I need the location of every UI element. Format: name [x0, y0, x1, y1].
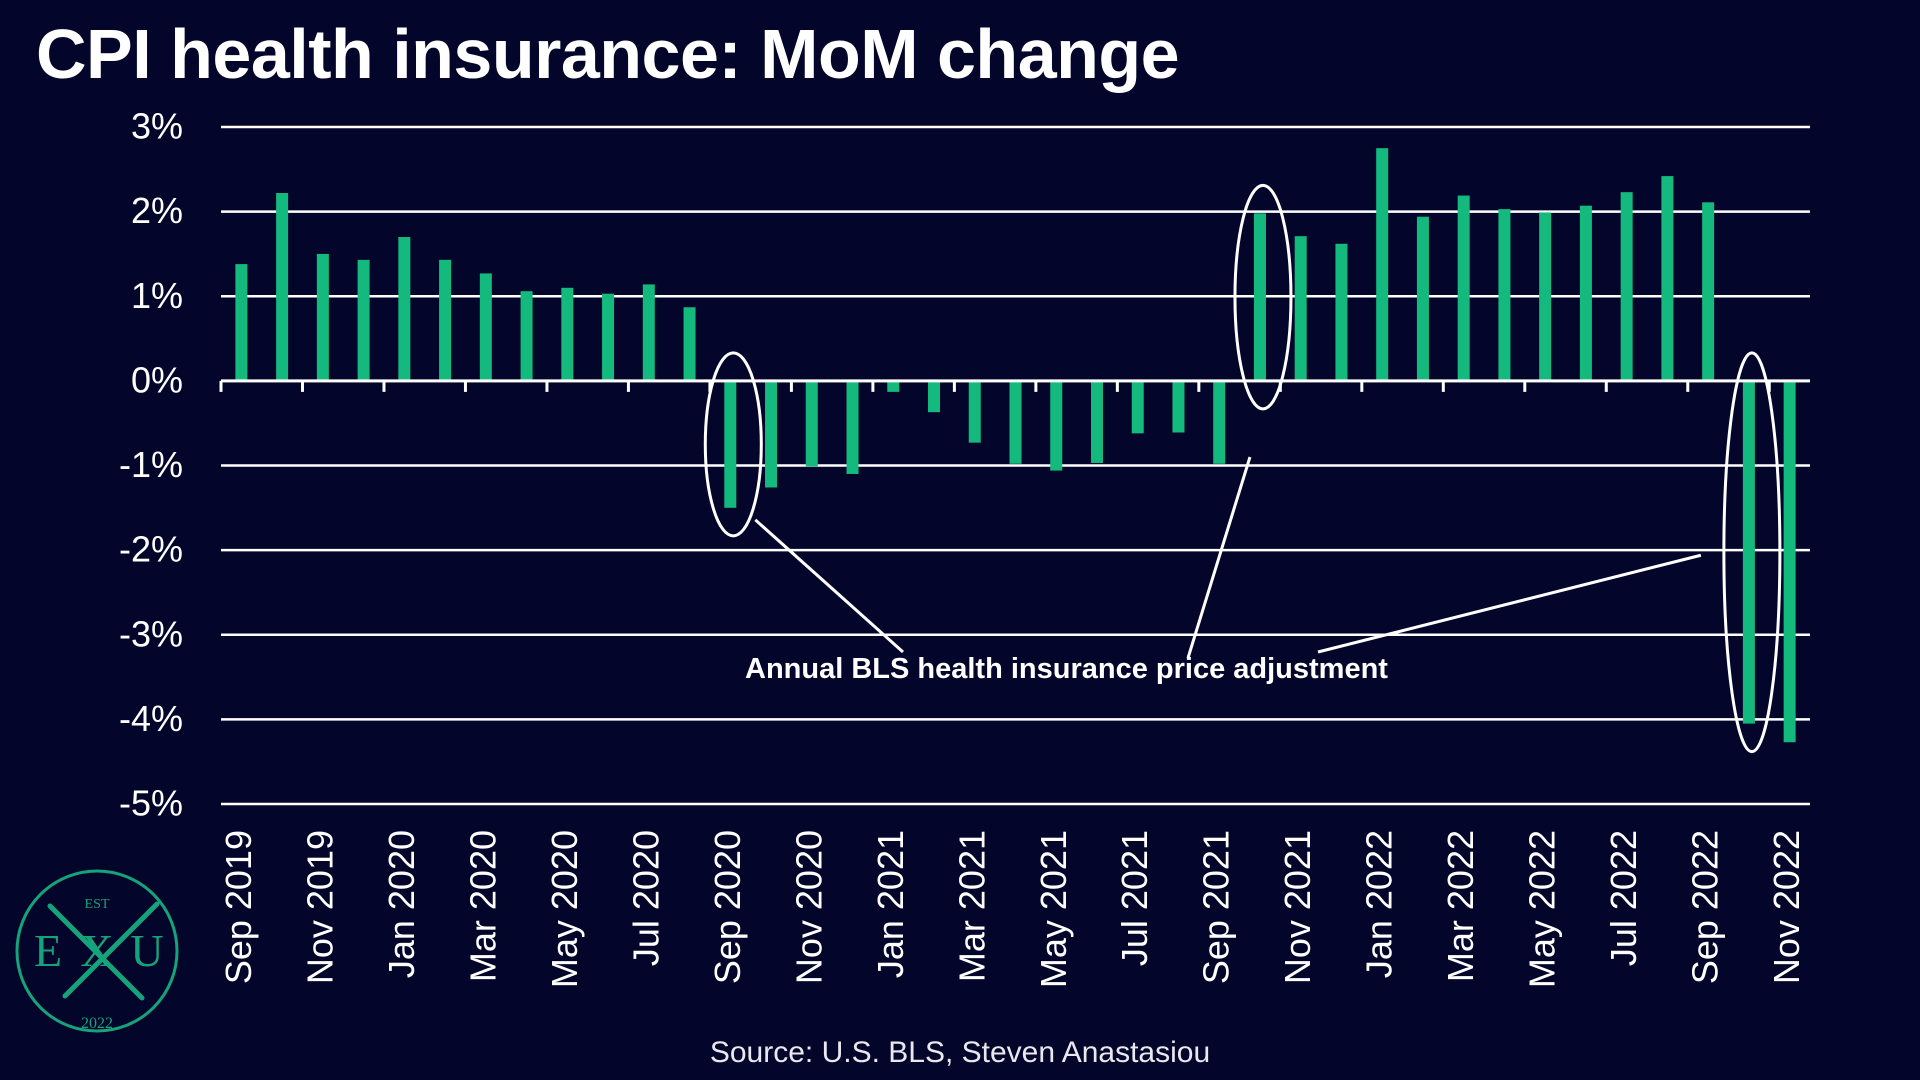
bar — [1090, 380, 1103, 463]
x-tick-label: Nov 2019 — [299, 830, 340, 984]
x-tick-label: Jul 2020 — [625, 830, 666, 966]
source-note: Source: U.S. BLS, Steven Anastasiou — [709, 1036, 1211, 1069]
logo-letter-u: U — [130, 925, 163, 976]
x-tick-label: Mar 2020 — [462, 830, 503, 982]
annotation-connector — [754, 518, 905, 654]
annotation-connector — [1186, 456, 1252, 659]
highlight-ellipse — [1722, 351, 1782, 754]
bar — [398, 237, 411, 381]
bar — [1416, 216, 1429, 381]
x-tick-label: Sep 2021 — [1196, 830, 1237, 984]
annotation-label: Annual BLS health insurance price adjust… — [745, 653, 1388, 685]
x-tick-label: May 2020 — [544, 830, 585, 988]
y-tick-label: -1% — [119, 444, 183, 485]
bar — [642, 284, 655, 381]
bar — [1009, 380, 1022, 464]
x-tick-labels: Sep 2019 Nov 2019 Jan 2020 Mar 2020 May 2020… — [218, 830, 1807, 988]
x-tick-label: Nov 2022 — [1766, 830, 1807, 984]
y-tick-label: 3% — [131, 106, 183, 147]
bar — [1579, 205, 1592, 381]
bar — [1294, 236, 1307, 381]
logo-letter-x: X — [80, 925, 113, 976]
bar — [479, 273, 492, 381]
bar — [968, 380, 981, 443]
highlight-ellipse — [1233, 183, 1293, 411]
bar — [765, 380, 778, 488]
bar — [520, 291, 533, 381]
bar — [846, 380, 859, 474]
bar — [1783, 380, 1796, 743]
y-tick-label: -4% — [119, 698, 183, 739]
y-tick-label: 0% — [131, 359, 183, 400]
x-tick-label: Mar 2021 — [951, 830, 992, 982]
bar — [357, 259, 370, 381]
bar — [1742, 380, 1755, 724]
y-tick-label: -3% — [119, 613, 183, 654]
x-tick-label: Mar 2022 — [1440, 830, 1481, 982]
x-tick-label: Nov 2021 — [1277, 830, 1318, 984]
x-tick-label: Jan 2022 — [1359, 830, 1400, 978]
logo-stroke-a — [62, 901, 160, 999]
bar — [683, 307, 696, 381]
y-tick-label: -5% — [119, 783, 183, 824]
bar — [316, 253, 329, 381]
bar — [235, 264, 248, 381]
bar — [1539, 212, 1552, 381]
bar — [602, 293, 615, 381]
y-tick-label: 1% — [131, 275, 183, 316]
bar — [928, 380, 941, 413]
bar — [1131, 380, 1144, 434]
bar — [1335, 243, 1348, 381]
logo-ring — [15, 869, 179, 1033]
bars — [235, 148, 1796, 743]
bar — [1172, 380, 1185, 433]
x-tick-label: May 2021 — [1033, 830, 1074, 988]
logo-letter-e: E — [34, 925, 62, 976]
logo-year: 2022 — [81, 1015, 113, 1032]
bar — [805, 380, 818, 467]
bar — [1253, 213, 1266, 381]
chart-title: CPI health insurance: MoM change — [36, 15, 1180, 93]
bar — [1702, 202, 1715, 381]
y-tick-label: 2% — [131, 190, 183, 231]
bar — [887, 380, 900, 392]
x-tick-label: Jan 2021 — [870, 830, 911, 978]
annotation-connector — [1317, 553, 1702, 654]
bar — [1457, 195, 1470, 381]
highlight-ellipse — [703, 351, 763, 538]
x-tick-label: Sep 2020 — [707, 830, 748, 984]
bar — [1376, 148, 1389, 381]
logo-stroke-b — [47, 903, 145, 1001]
bar — [1213, 380, 1226, 464]
x-tick-label: May 2022 — [1522, 830, 1563, 988]
y-tick-label: -2% — [119, 529, 183, 570]
x-tick-label: Sep 2019 — [218, 830, 259, 984]
bar — [1661, 176, 1674, 381]
x-tick-label: Jul 2021 — [1114, 830, 1155, 966]
exu-logo: EST E X U 2022 — [15, 869, 179, 1033]
logo-est: EST — [85, 897, 110, 912]
bar — [724, 380, 737, 508]
bar — [1620, 192, 1633, 381]
bar — [561, 287, 574, 381]
bar — [439, 259, 452, 381]
x-tick-label: Jul 2022 — [1603, 830, 1644, 966]
x-tick-label: Sep 2022 — [1685, 830, 1726, 984]
grid-lines — [221, 125, 1810, 806]
y-tick-labels: 3% 2% 1% 0% -1% -2% -3% -4% -5% — [119, 106, 183, 824]
annotations: Annual BLS health insurance price adjust… — [703, 183, 1782, 754]
x-tick-label: Jan 2020 — [381, 830, 422, 978]
bar — [1050, 380, 1063, 471]
x-tick-label: Nov 2020 — [788, 830, 829, 984]
bar — [1498, 209, 1511, 381]
bar — [276, 193, 289, 381]
